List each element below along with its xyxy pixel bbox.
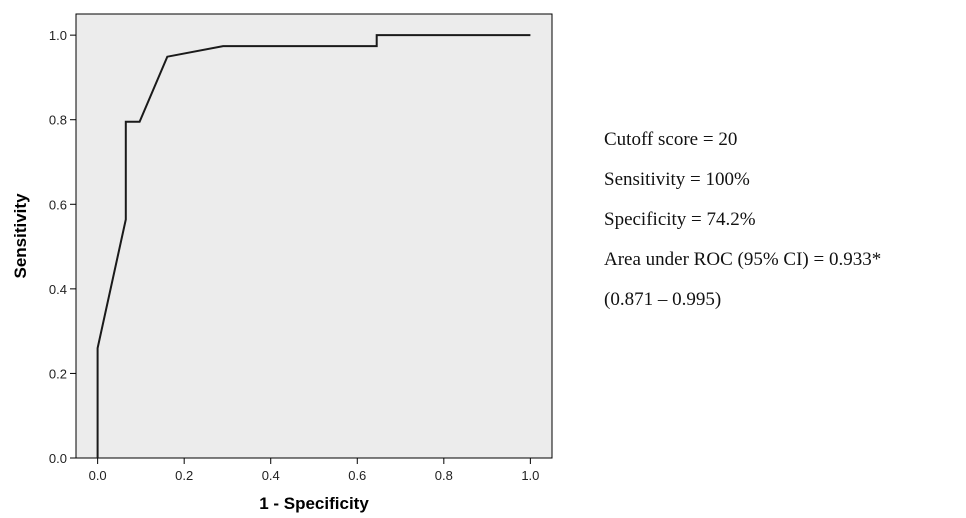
x-tick-label: 0.6 [348, 468, 366, 483]
y-tick-label: 0.4 [49, 282, 67, 297]
roc-curve-line [96, 34, 531, 458]
sensitivity-text: Sensitivity = 100% [604, 169, 750, 190]
x-tick-label: 0.8 [435, 468, 453, 483]
cutoff-score-text: Cutoff score = 20 [604, 129, 738, 150]
roc-statistics: Cutoff score = 20 Sensitivity = 100% Spe… [604, 128, 881, 328]
plot-area [75, 13, 553, 459]
y-axis: 0.0 0.2 0.4 0.6 0.8 1.0 [49, 28, 76, 466]
y-tick-label: 1.0 [49, 28, 67, 43]
y-tick-label: 0.6 [49, 197, 67, 212]
y-tick-label: 0.8 [49, 113, 67, 128]
x-tick-label: 0.4 [262, 468, 280, 483]
x-tick-label: 1.0 [521, 468, 539, 483]
x-axis: 0.0 0.2 0.4 0.6 0.8 1.0 [89, 458, 539, 483]
y-axis-label: Sensitivity [11, 193, 30, 279]
x-axis-label: 1 - Specificity [259, 494, 369, 513]
confidence-interval-text: (0.871 – 0.995) [604, 289, 722, 310]
auc-text: Area under ROC (95% CI) = 0.933* [604, 249, 882, 270]
y-tick-label: 0.2 [49, 366, 67, 381]
x-tick-label: 0.2 [175, 468, 193, 483]
y-tick-label: 0.0 [49, 451, 67, 466]
specificity-text: Specificity = 74.2% [604, 209, 756, 230]
x-tick-label: 0.0 [89, 468, 107, 483]
